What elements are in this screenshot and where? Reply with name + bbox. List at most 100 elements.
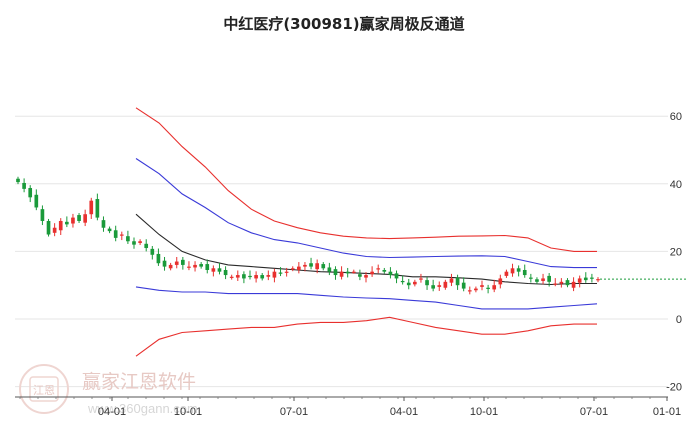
candle-body xyxy=(254,275,258,279)
candle-body xyxy=(284,271,289,273)
candle-body xyxy=(559,281,564,284)
watermark: 江恩 赢家江恩软件 www.360gann.com xyxy=(19,364,198,416)
candle-body xyxy=(516,268,521,272)
candle-body xyxy=(529,277,533,279)
candle-body xyxy=(181,259,185,265)
candle-body xyxy=(16,178,20,183)
y-tick-label: 60 xyxy=(670,111,682,123)
candle-body xyxy=(199,264,203,267)
x-tick-label: 04-01 xyxy=(390,406,418,418)
outer-upper-band xyxy=(135,107,597,252)
candle-body xyxy=(71,217,75,224)
candle-body xyxy=(260,275,265,279)
candle-body xyxy=(297,266,301,270)
candle-body xyxy=(162,260,167,267)
price-candles xyxy=(16,176,600,295)
candle-body xyxy=(522,269,527,276)
candle-body xyxy=(510,268,515,274)
outer-lower-band xyxy=(135,316,597,357)
watermark-brand: 赢家江恩软件 xyxy=(82,371,196,393)
candle-body xyxy=(596,279,600,281)
candle-body xyxy=(119,234,124,236)
x-tick-label: 07-01 xyxy=(280,406,308,418)
grid xyxy=(15,115,668,388)
candle-body xyxy=(431,285,435,289)
candle-body xyxy=(333,269,338,276)
candle-body xyxy=(126,236,130,242)
candle-body xyxy=(22,182,26,189)
candle-body xyxy=(77,215,81,221)
candle-body xyxy=(229,276,234,278)
candle-body xyxy=(205,264,210,270)
candle-body xyxy=(498,278,503,285)
candle-body xyxy=(449,278,454,283)
x-tick-label: 10-01 xyxy=(174,406,202,418)
candle-body xyxy=(95,199,100,218)
candle-body xyxy=(577,278,582,283)
y-tick-label: 20 xyxy=(670,246,682,258)
x-tick-label: 10-01 xyxy=(470,406,498,418)
candle-body xyxy=(443,281,448,288)
candle-body xyxy=(480,285,484,287)
candle-body xyxy=(455,277,460,286)
logo-text: 江恩 xyxy=(33,384,55,397)
candle-body xyxy=(309,263,313,267)
candle-body xyxy=(89,200,94,215)
candle-body xyxy=(321,264,326,269)
candle-body xyxy=(235,275,240,278)
inner-upper-band xyxy=(135,158,597,269)
candle-body xyxy=(28,188,33,198)
candle-body xyxy=(364,275,368,278)
candle-body xyxy=(425,280,429,286)
x-tick-label: 01-01 xyxy=(653,406,681,418)
candle-body xyxy=(315,263,319,270)
candle-body xyxy=(376,268,381,270)
candle-body xyxy=(370,271,374,275)
candle-body xyxy=(303,264,307,267)
candle-body xyxy=(565,280,570,286)
candle-body xyxy=(40,209,45,221)
candle-body xyxy=(223,269,228,276)
candle-body xyxy=(168,264,173,269)
y-tick-label: 40 xyxy=(670,179,682,191)
candle-body xyxy=(278,272,283,274)
candle-body xyxy=(144,243,149,249)
candle-body xyxy=(150,248,155,255)
candle-body xyxy=(437,285,442,287)
logo-icon: 江恩 xyxy=(19,364,69,414)
candle-body xyxy=(193,264,197,268)
chart-title: 中红医疗(300981)赢家周极反通道 xyxy=(223,15,464,33)
candle-body xyxy=(571,281,576,288)
x-tick-label: 07-01 xyxy=(580,406,608,418)
candle-body xyxy=(486,287,490,289)
candle-body xyxy=(474,288,478,291)
candle-body xyxy=(358,274,362,277)
candle-body xyxy=(400,280,405,283)
candle-body xyxy=(156,253,161,264)
candle-body xyxy=(553,283,558,285)
candle-body xyxy=(46,220,51,235)
candle-body xyxy=(492,285,497,290)
candle-body xyxy=(406,282,411,286)
inner-lower-band xyxy=(135,286,598,310)
candle-body xyxy=(504,271,509,276)
candle-body xyxy=(217,268,222,272)
candle-body xyxy=(583,277,588,281)
candle-body xyxy=(242,274,246,279)
candle-body xyxy=(113,230,118,238)
candle-body xyxy=(327,267,332,272)
y-axis-ticks: 60 40 20 0 -20 xyxy=(666,111,682,393)
candle-body xyxy=(248,275,252,278)
candle-body xyxy=(419,278,423,280)
candle-body xyxy=(382,269,387,272)
candle-body xyxy=(52,227,57,233)
candle-body xyxy=(266,275,271,277)
candle-body xyxy=(535,279,539,282)
candle-body xyxy=(132,241,136,245)
candle-body xyxy=(187,266,191,268)
candle-body xyxy=(351,271,356,273)
candle-body xyxy=(461,282,466,289)
candle-body xyxy=(34,194,39,208)
candle-body xyxy=(174,261,179,265)
